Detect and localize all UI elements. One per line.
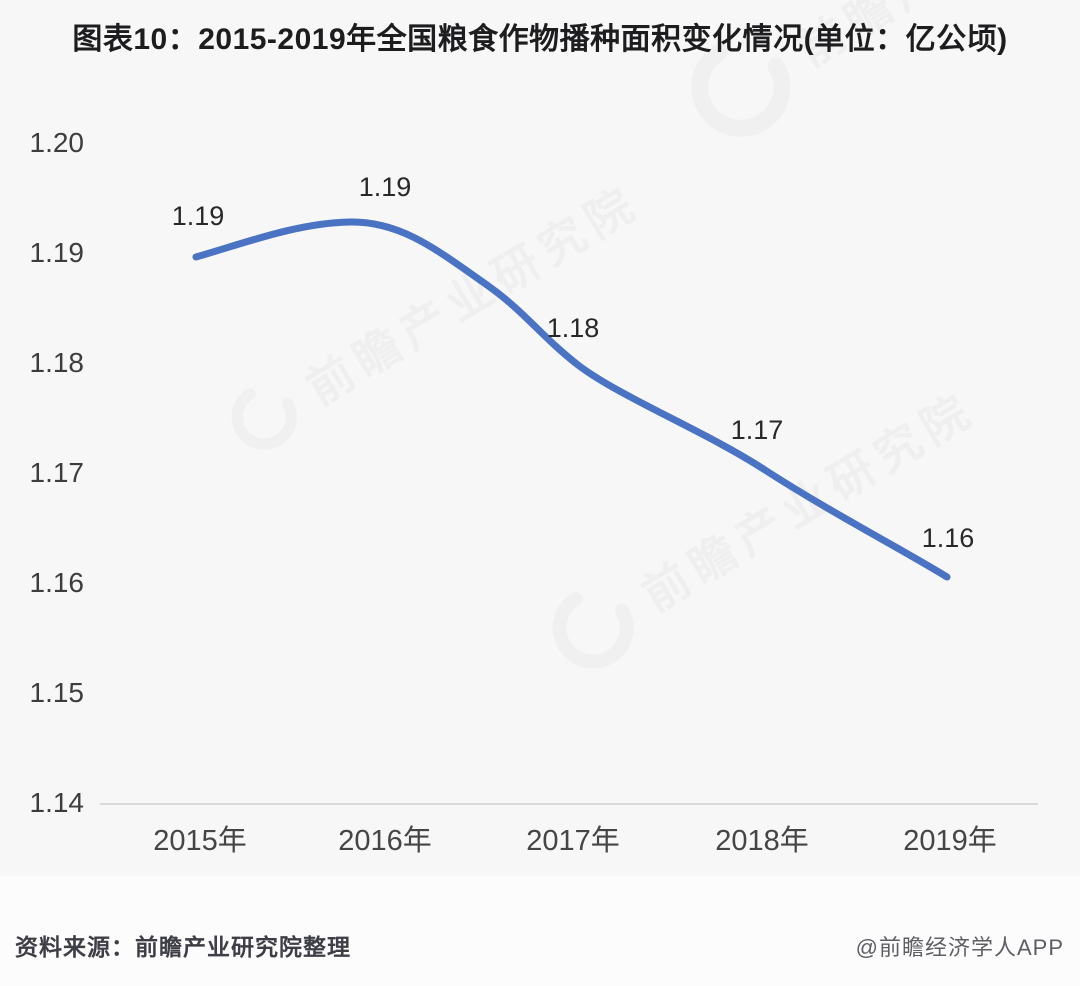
source-note: 资料来源：前瞻产业研究院整理	[15, 934, 351, 960]
x-tick-label: 2019年	[903, 825, 997, 857]
y-tick-label: 1.20	[29, 127, 85, 158]
qianzhan-logo-icon	[231, 388, 297, 450]
x-tick-label: 2018年	[715, 825, 809, 857]
y-tick-label: 1.15	[29, 677, 85, 708]
data-label: 1.18	[546, 313, 600, 343]
watermark-text: 前瞻产业研究院	[297, 175, 649, 415]
x-tick-label: 2015年	[153, 825, 247, 857]
data-label: 1.19	[358, 172, 412, 202]
watermark-text: 前瞻产业研究院	[633, 382, 985, 622]
data-label: 1.16	[921, 523, 975, 553]
trend-line	[192, 218, 951, 581]
y-tick-label: 1.19	[29, 237, 85, 268]
x-tick-label: 2017年	[526, 825, 620, 857]
x-tick-label: 2016年	[338, 825, 432, 857]
chart-title: 图表10：2015-2019年全国粮食作物播种面积变化情况(单位：亿公顷)	[72, 23, 1008, 56]
y-tick-label: 1.16	[29, 567, 85, 598]
y-tick-label: 1.18	[29, 347, 85, 378]
y-tick-label: 1.14	[29, 787, 85, 818]
data-label: 1.17	[730, 415, 784, 445]
qianzhan-logo-icon	[552, 592, 634, 669]
y-tick-label: 1.17	[29, 457, 85, 488]
footer-background	[0, 876, 1080, 986]
data-label: 1.19	[171, 201, 225, 231]
credit-note: @前瞻经济学人APP	[855, 935, 1064, 960]
